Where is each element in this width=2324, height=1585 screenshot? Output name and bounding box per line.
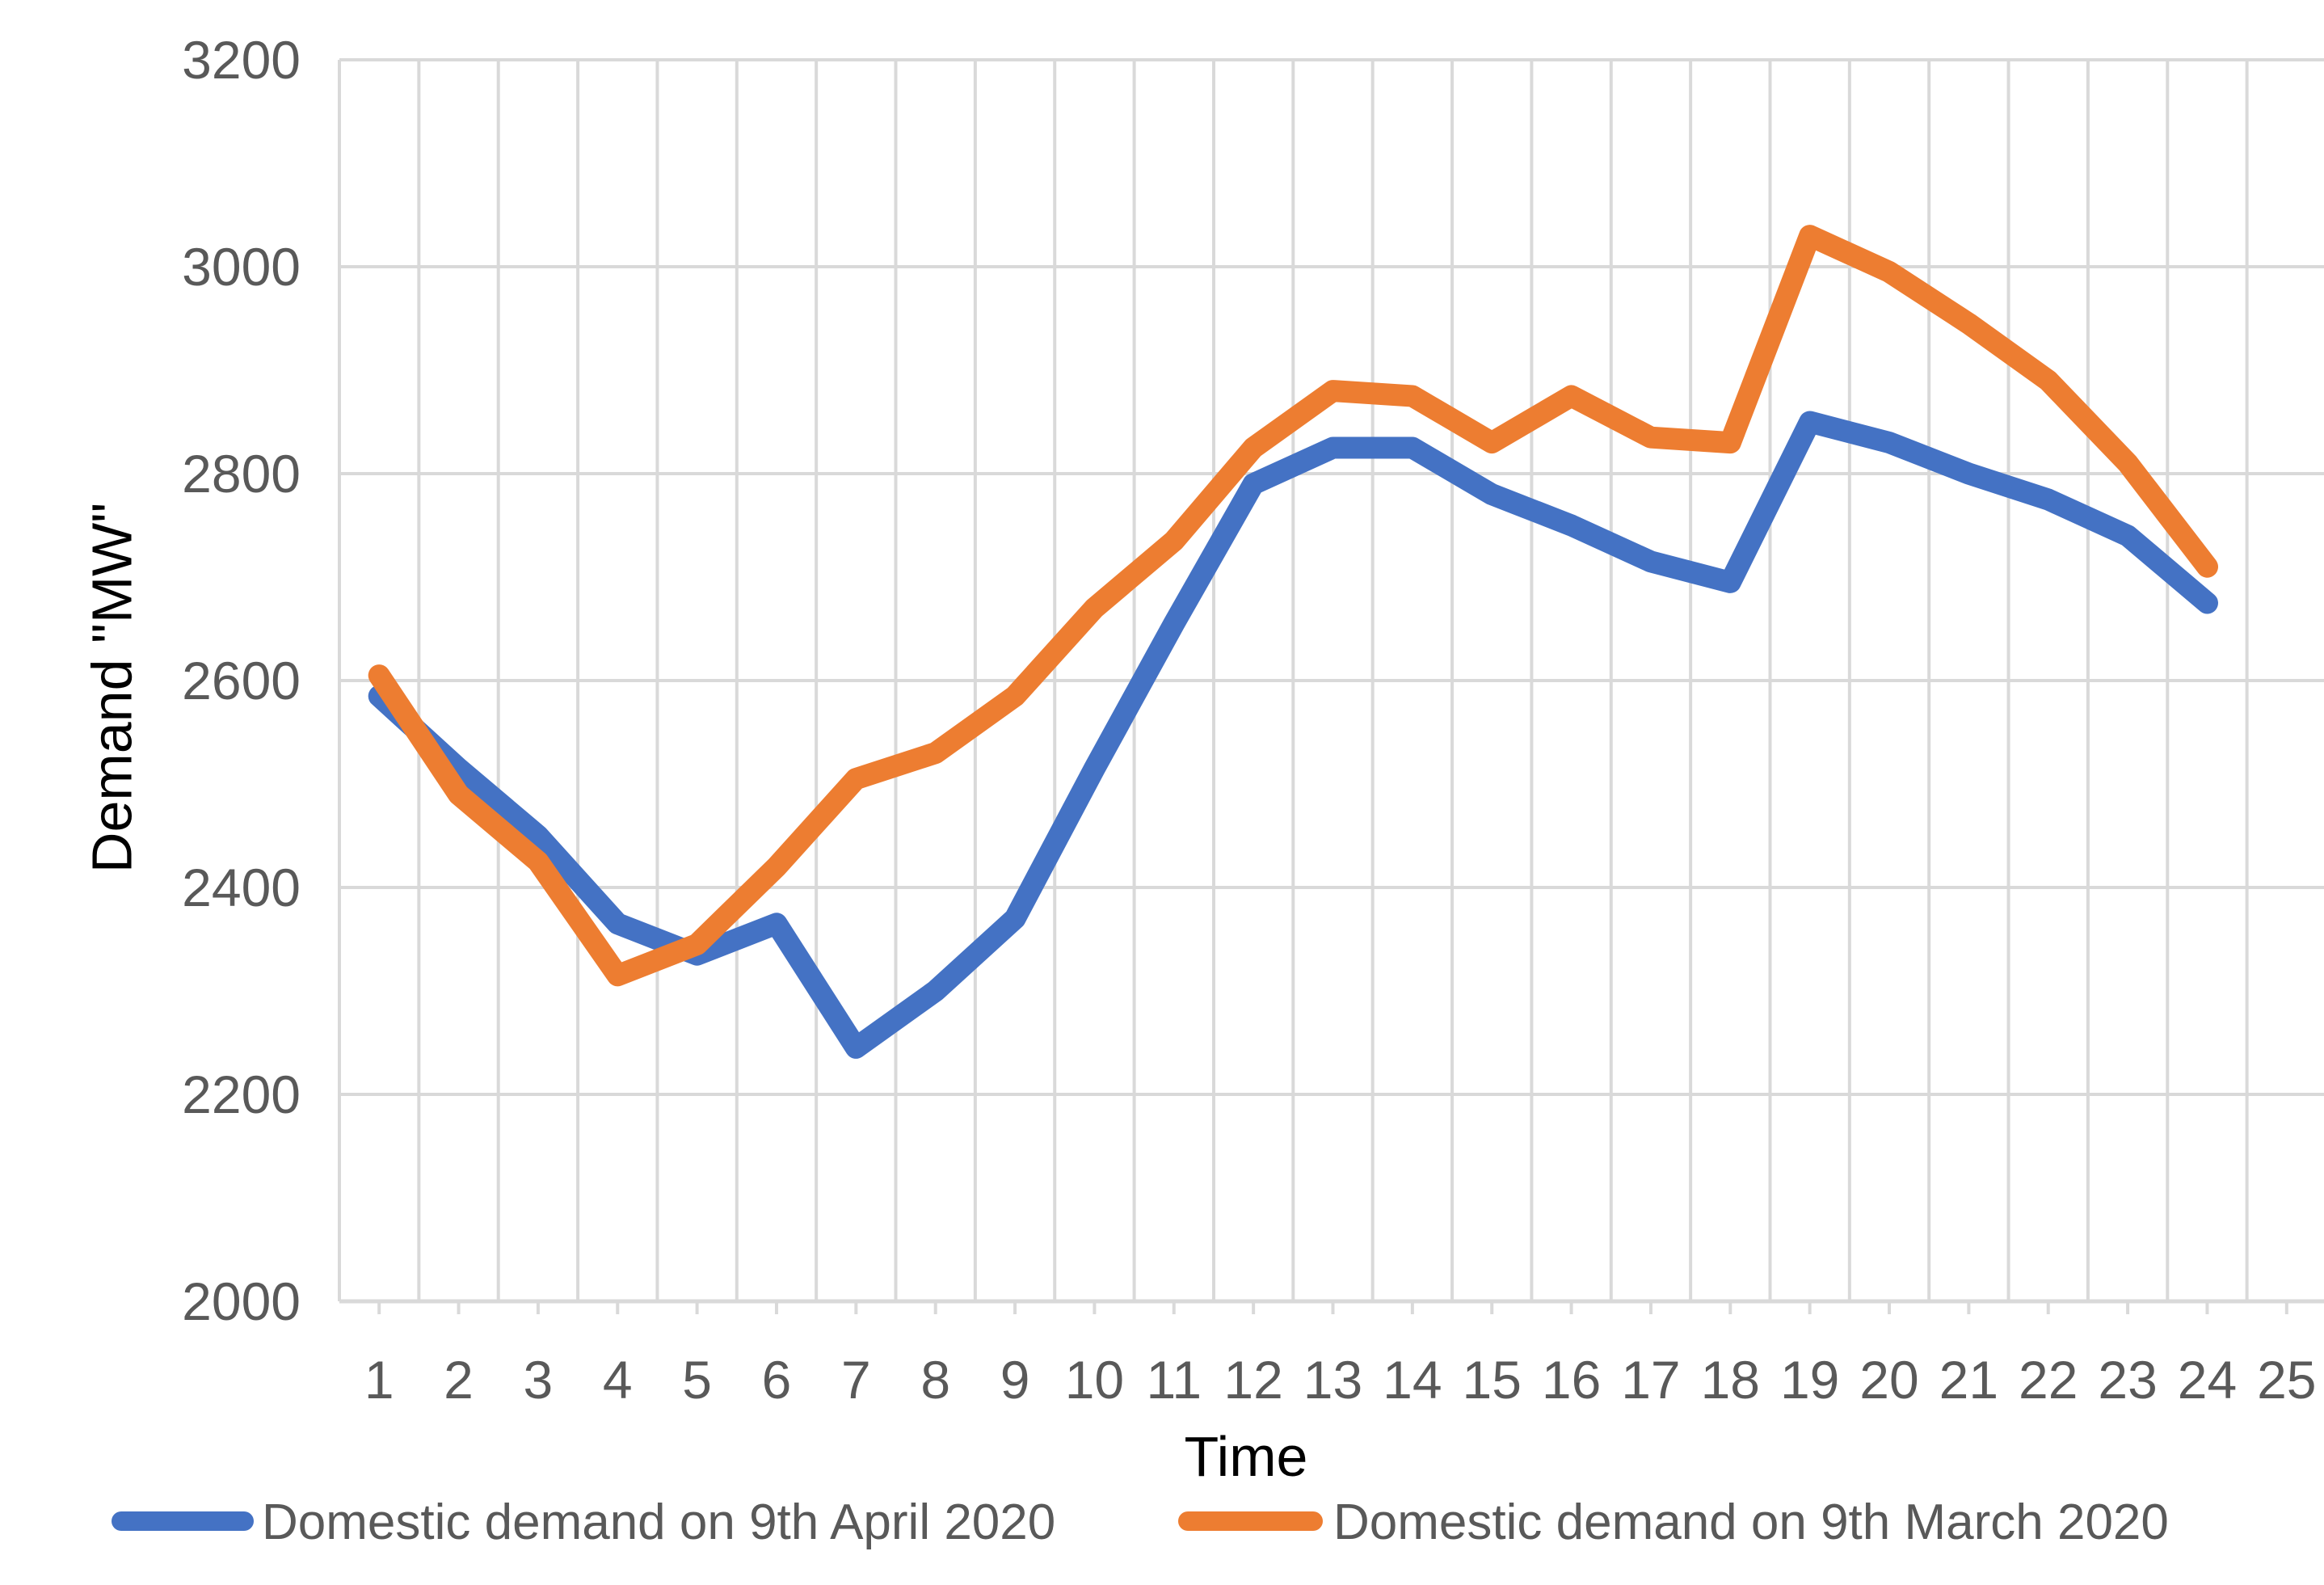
x-tick-label: 16 <box>1542 1350 1601 1410</box>
y-tick-label: 2400 <box>182 858 301 917</box>
x-tick-label: 24 <box>2178 1350 2237 1410</box>
y-axis-tick-labels: 2000 2200 2400 2600 2800 3000 3200 <box>182 30 301 1331</box>
legend: Domestic demand on 9th April 2020 Domest… <box>112 1494 2169 1550</box>
x-tick-label: 8 <box>920 1350 950 1410</box>
x-tick-label: 9 <box>1000 1350 1030 1410</box>
x-tick-label: 10 <box>1065 1350 1124 1410</box>
legend-item-march: Domestic demand on 9th March 2020 <box>1178 1494 2169 1550</box>
x-tick-label: 5 <box>682 1350 712 1410</box>
gridlines <box>338 58 2324 1303</box>
x-tick-label: 15 <box>1463 1350 1522 1410</box>
legend-label-march: Domestic demand on 9th March 2020 <box>1333 1494 2169 1550</box>
x-tick-label: 3 <box>524 1350 554 1410</box>
y-tick-label: 2800 <box>182 444 301 504</box>
y-tick-label: 3200 <box>182 30 301 90</box>
x-tick-label: 7 <box>841 1350 871 1410</box>
x-axis-tick-labels: 1 2 3 4 5 6 7 8 9 10 11 12 13 14 15 16 17 18 19 20 21 22 23 24 2… <box>364 1350 2317 1410</box>
y-tick-label: 2600 <box>182 651 301 710</box>
x-tick-label: 18 <box>1701 1350 1760 1410</box>
y-tick-label: 2200 <box>182 1064 301 1124</box>
x-tick-label: 25 <box>2257 1350 2316 1410</box>
x-tick-label: 2 <box>444 1350 474 1410</box>
x-tick-label: 21 <box>1939 1350 1998 1410</box>
x-tick-label: 11 <box>1147 1350 1202 1410</box>
x-tick-label: 22 <box>2019 1350 2078 1410</box>
demand-line-chart: 2000 2200 2400 2600 2800 3000 3200 1 2 3 4 5 6 7 8 9 10… <box>32 13 2324 1572</box>
y-tick-label: 3000 <box>182 237 301 297</box>
x-axis-title: Time <box>1185 1425 1308 1488</box>
x-tick-label: 20 <box>1859 1350 1918 1410</box>
legend-label-april: Domestic demand on 9th April 2020 <box>262 1494 1055 1550</box>
x-tick-label: 4 <box>603 1350 633 1410</box>
x-tick-label: 6 <box>762 1350 792 1410</box>
x-tick-label: 13 <box>1303 1350 1362 1410</box>
series-line-march <box>368 225 2218 987</box>
x-tick-label: 1 <box>364 1350 394 1410</box>
x-tick-label: 23 <box>2098 1350 2157 1410</box>
y-tick-label: 2000 <box>182 1271 301 1331</box>
x-tick-label: 12 <box>1223 1350 1282 1410</box>
x-tick-label: 14 <box>1383 1350 1442 1410</box>
legend-item-april: Domestic demand on 9th April 2020 <box>112 1494 1055 1550</box>
series-lines <box>368 225 2218 1059</box>
y-axis-title: Demand "MW" <box>81 503 144 873</box>
x-tick-label: 19 <box>1780 1350 1839 1410</box>
x-tick-label: 17 <box>1621 1350 1680 1410</box>
axis-lines <box>339 1299 2324 1314</box>
